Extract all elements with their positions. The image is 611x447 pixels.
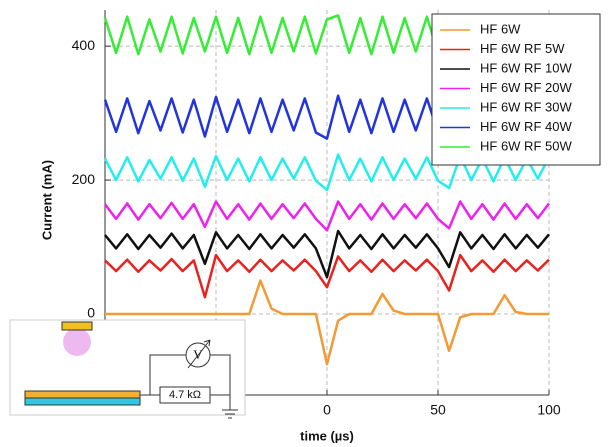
voltmeter-label: V — [193, 347, 203, 362]
y-tick-label: 0 — [87, 305, 95, 321]
ground — [222, 409, 238, 419]
y-tick-label: 200 — [72, 171, 96, 187]
legend-label: HF 6W RF 5W — [480, 41, 565, 56]
resistor-label: 4.7 kΩ — [169, 389, 201, 401]
legend-label: HF 6W RF 40W — [480, 119, 572, 134]
series-line — [104, 200, 550, 232]
legend-label: HF 6W — [480, 21, 521, 36]
y-axis-label: Current (mA) — [39, 160, 54, 240]
legend-label: HF 6W RF 50W — [480, 138, 572, 153]
legend-label: HF 6W RF 10W — [480, 60, 572, 75]
legend-box — [431, 13, 601, 166]
x-tick-label: 50 — [430, 402, 446, 418]
x-tick-label: 0 — [323, 402, 331, 418]
wires — [140, 354, 231, 410]
y-tick-label: 400 — [72, 37, 96, 53]
plate-top — [24, 390, 141, 399]
voltmeter-arrow — [187, 339, 211, 369]
x-axis-label: time (µs) — [300, 428, 354, 443]
x-tick-label: 100 — [537, 402, 561, 418]
legend-label: HF 6W RF 20W — [480, 80, 572, 95]
legend: HF 6W HF 6W RF 5W HF 6W RF 10W HF 6W RF 20W… — [431, 13, 601, 166]
resistor — [159, 386, 211, 404]
legend-label: HF 6W RF 30W — [480, 99, 572, 114]
series-line — [104, 229, 550, 279]
plate-bottom — [24, 397, 141, 406]
electrode — [61, 321, 93, 331]
series-line — [104, 253, 550, 299]
series-line — [105, 279, 549, 366]
inset: 4.7 kΩ V — [9, 319, 246, 419]
plasma-glow — [63, 328, 91, 356]
series-line — [103, 153, 551, 192]
